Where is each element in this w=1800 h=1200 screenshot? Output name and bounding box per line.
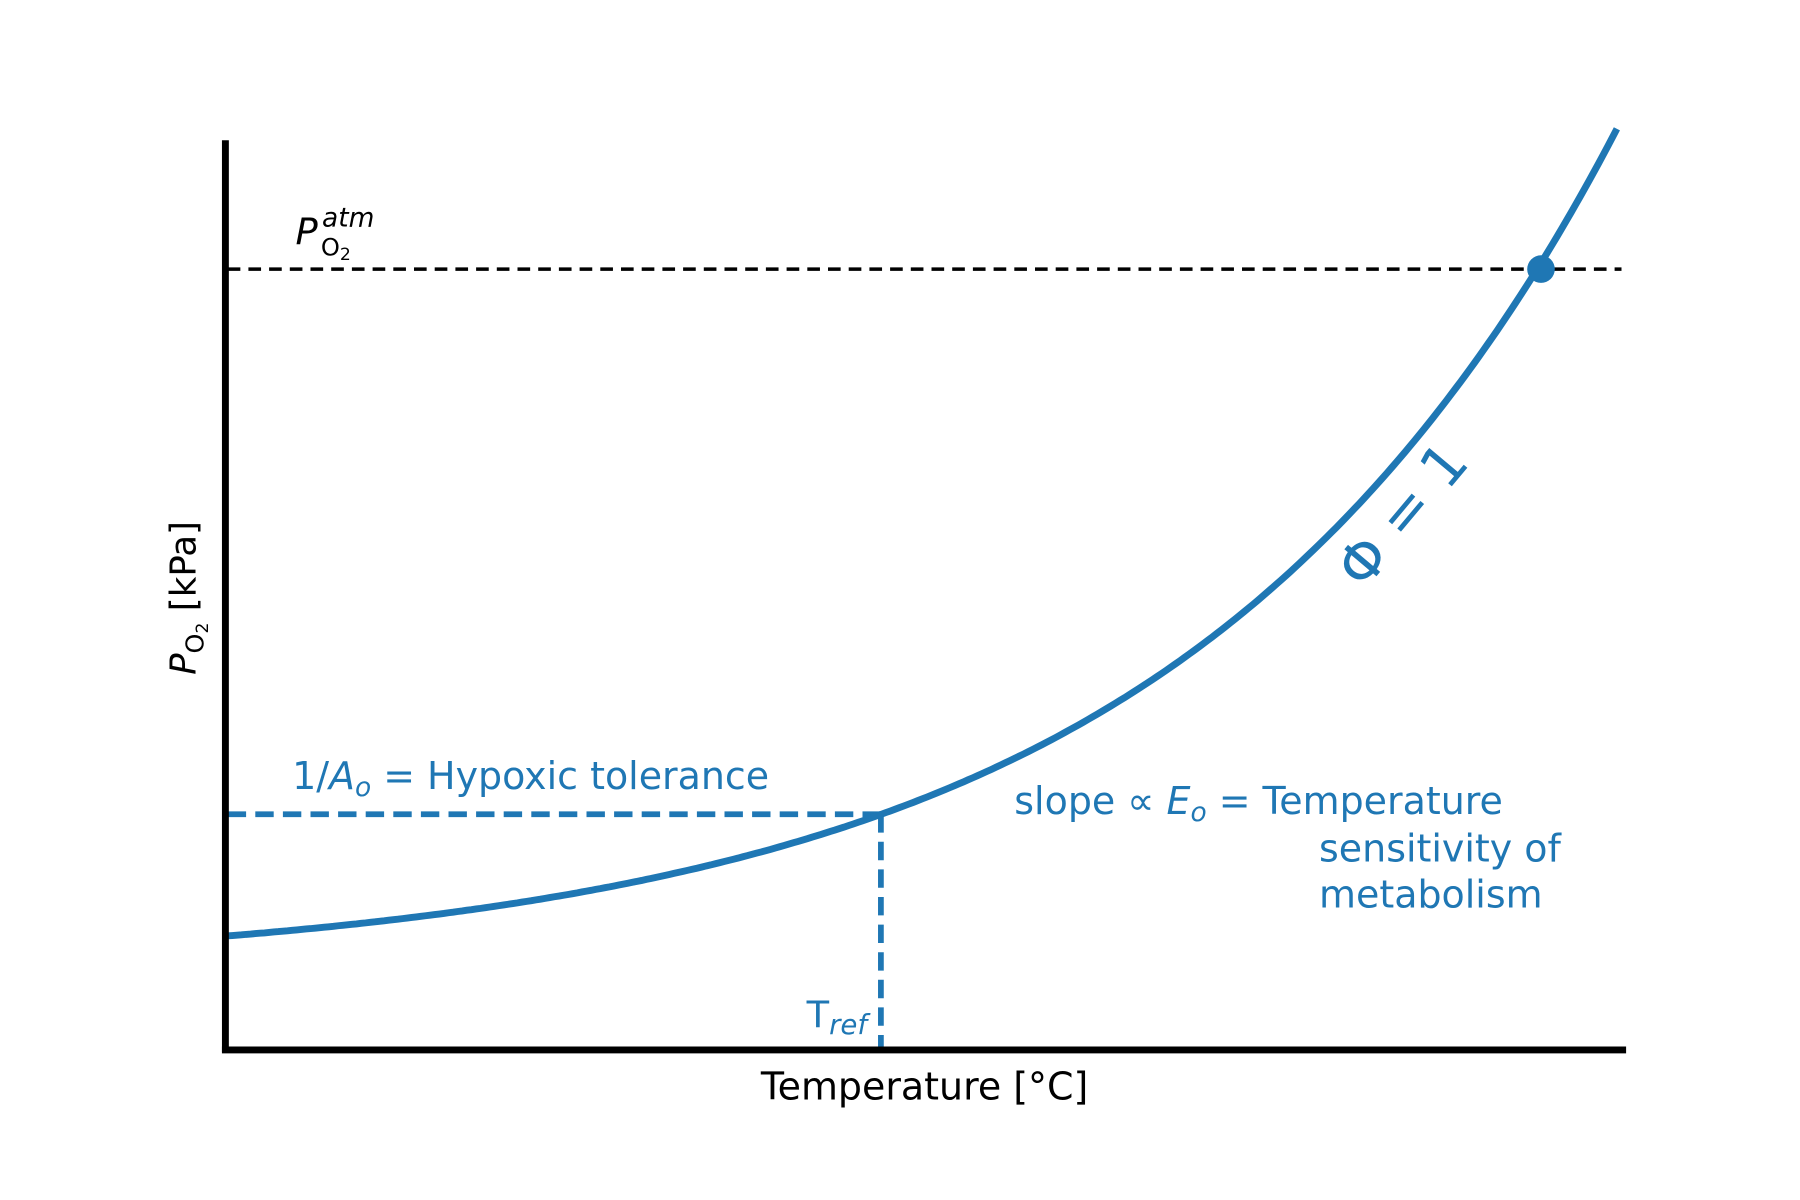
- atm-sub: O2: [321, 233, 351, 265]
- phi-curve: [227, 127, 1620, 940]
- tref-base: T: [806, 993, 830, 1036]
- plot: Temperature [°C] PO2 [kPa] P O2 atm 1/Ao…: [164, 127, 1627, 1108]
- atm-base: P: [296, 210, 319, 253]
- y-label-sub2: 2: [193, 623, 213, 634]
- slope-prefix: slope ∝: [1014, 779, 1166, 823]
- atm-sub2: 2: [340, 245, 351, 265]
- slope-rest: = Temperature: [1207, 779, 1503, 823]
- slope-base: E: [1166, 779, 1190, 823]
- y-label-unit: [kPa]: [164, 521, 205, 622]
- y-label-base: P: [164, 653, 205, 675]
- slope-line2: sensitivity of: [1319, 826, 1562, 870]
- hypoxic-base: A: [326, 754, 355, 798]
- x-axis-label: Temperature [°C]: [760, 1064, 1088, 1108]
- slope-line3: metabolism: [1319, 872, 1543, 916]
- intersection-point: [1527, 255, 1555, 283]
- hypoxic-prefix: 1/: [292, 754, 329, 798]
- atm-sup: atm: [322, 203, 374, 234]
- slope-label: slope ∝ Eo = Temperature: [1014, 779, 1503, 828]
- hypoxic-label: 1/Ao = Hypoxic tolerance: [292, 754, 769, 803]
- y-axis-label: PO2 [kPa]: [164, 521, 214, 675]
- hypoxic-sub: o: [355, 772, 371, 803]
- hypoxic-rest: = Hypoxic tolerance: [371, 754, 769, 798]
- atm-sub-o: O: [321, 233, 340, 261]
- y-label-sub: O: [181, 634, 210, 654]
- tref-label: Tref: [806, 993, 872, 1041]
- slope-sub: o: [1190, 797, 1206, 828]
- tref-sub: ref: [829, 1008, 871, 1041]
